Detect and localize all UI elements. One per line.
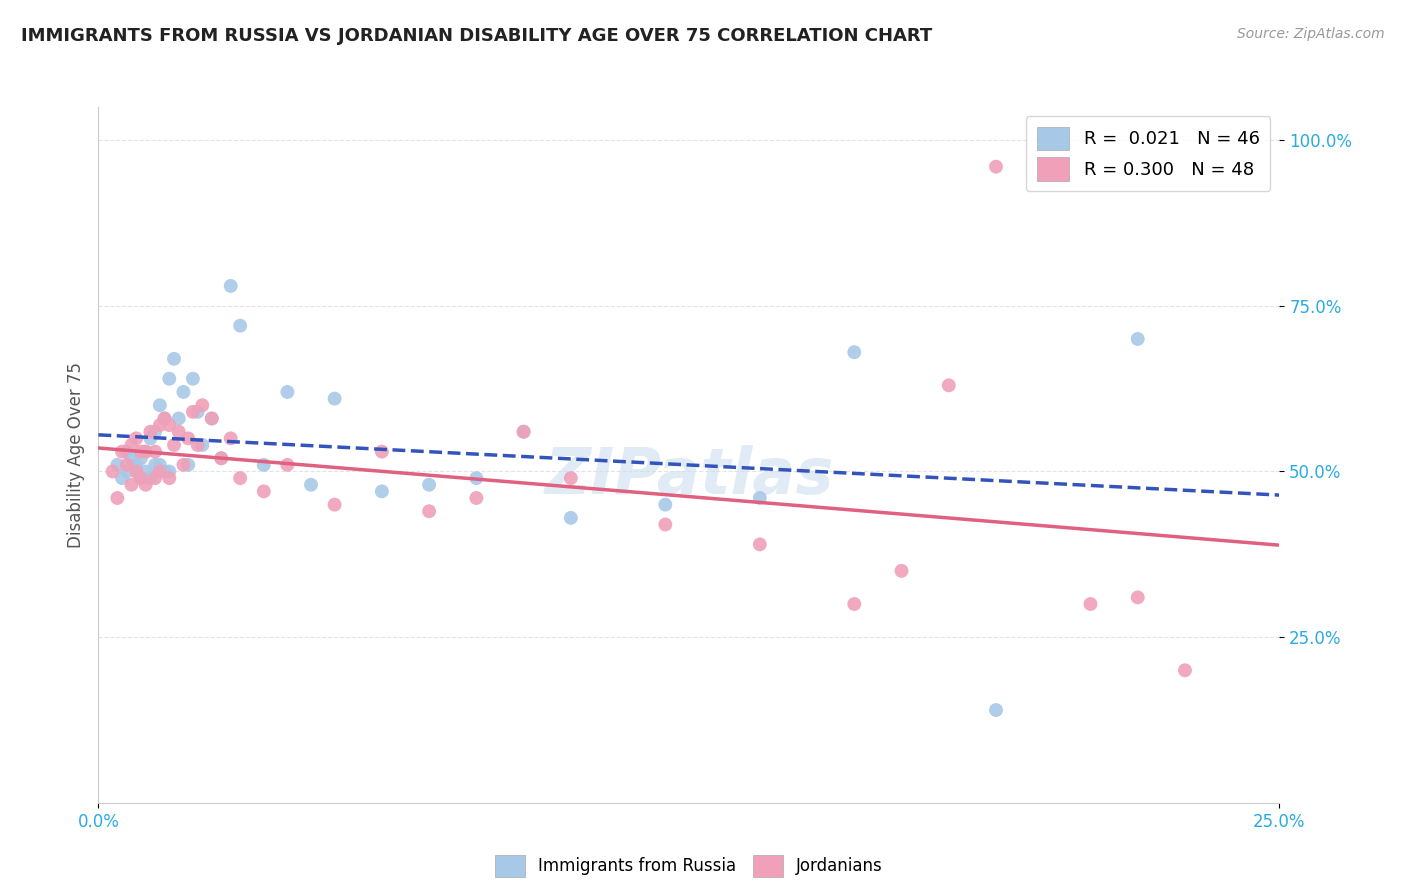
Point xyxy=(323,498,346,512)
Point xyxy=(299,477,322,491)
Point xyxy=(129,451,152,466)
Point xyxy=(371,484,394,499)
Point xyxy=(157,372,180,386)
Point xyxy=(844,345,866,359)
Point xyxy=(143,444,166,458)
Point xyxy=(890,564,912,578)
Point xyxy=(139,471,162,485)
Point xyxy=(101,465,124,479)
Point xyxy=(149,398,172,412)
Point xyxy=(143,458,166,472)
Point xyxy=(115,458,138,472)
Point xyxy=(135,444,157,458)
Point xyxy=(748,537,770,551)
Text: ZIPatlas: ZIPatlas xyxy=(544,445,834,507)
Point xyxy=(135,465,157,479)
Point xyxy=(149,465,172,479)
Point xyxy=(105,491,128,505)
Point xyxy=(125,431,148,445)
Point xyxy=(191,438,214,452)
Point xyxy=(465,471,488,485)
Point xyxy=(167,425,190,439)
Point xyxy=(153,411,176,425)
Point xyxy=(209,451,232,466)
Point xyxy=(121,477,143,491)
Point xyxy=(187,405,209,419)
Point xyxy=(135,444,157,458)
Point xyxy=(938,378,960,392)
Point xyxy=(187,438,209,452)
Point xyxy=(129,444,152,458)
Point xyxy=(121,438,143,452)
Point xyxy=(125,458,148,472)
Point xyxy=(219,431,242,445)
Point xyxy=(129,471,152,485)
Point xyxy=(125,465,148,479)
Point xyxy=(111,444,134,458)
Text: Source: ZipAtlas.com: Source: ZipAtlas.com xyxy=(1237,27,1385,41)
Point xyxy=(512,425,534,439)
Text: IMMIGRANTS FROM RUSSIA VS JORDANIAN DISABILITY AGE OVER 75 CORRELATION CHART: IMMIGRANTS FROM RUSSIA VS JORDANIAN DISA… xyxy=(21,27,932,45)
Point xyxy=(143,471,166,485)
Y-axis label: Disability Age Over 75: Disability Age Over 75 xyxy=(66,362,84,548)
Legend: Immigrants from Russia, Jordanians: Immigrants from Russia, Jordanians xyxy=(486,847,891,885)
Point xyxy=(111,471,134,485)
Point xyxy=(1080,597,1102,611)
Point xyxy=(157,418,180,433)
Point xyxy=(153,411,176,425)
Point xyxy=(418,504,440,518)
Point xyxy=(153,465,176,479)
Point xyxy=(181,372,204,386)
Point xyxy=(748,491,770,505)
Point xyxy=(172,384,194,399)
Point xyxy=(139,431,162,445)
Point xyxy=(276,458,298,472)
Point xyxy=(125,465,148,479)
Point xyxy=(209,451,232,466)
Point xyxy=(276,384,298,399)
Point xyxy=(371,444,394,458)
Point xyxy=(163,438,186,452)
Point xyxy=(1174,663,1197,677)
Point xyxy=(512,425,534,439)
Point xyxy=(219,279,242,293)
Point xyxy=(149,418,172,433)
Point xyxy=(121,451,143,466)
Point xyxy=(201,411,224,425)
Point xyxy=(143,425,166,439)
Point xyxy=(172,458,194,472)
Point xyxy=(135,477,157,491)
Point xyxy=(105,458,128,472)
Point xyxy=(177,458,200,472)
Point xyxy=(844,597,866,611)
Point xyxy=(654,498,676,512)
Point xyxy=(139,425,162,439)
Point xyxy=(560,471,582,485)
Point xyxy=(323,392,346,406)
Point xyxy=(1126,591,1149,605)
Point xyxy=(115,444,138,458)
Point xyxy=(167,411,190,425)
Point xyxy=(129,471,152,485)
Point xyxy=(253,458,276,472)
Point xyxy=(418,477,440,491)
Point xyxy=(177,431,200,445)
Point xyxy=(115,465,138,479)
Point xyxy=(465,491,488,505)
Point xyxy=(201,411,224,425)
Point xyxy=(229,471,252,485)
Point xyxy=(984,160,1007,174)
Point xyxy=(181,405,204,419)
Point xyxy=(157,465,180,479)
Point xyxy=(1126,332,1149,346)
Point xyxy=(157,471,180,485)
Point xyxy=(163,351,186,366)
Point xyxy=(253,484,276,499)
Point xyxy=(984,703,1007,717)
Point xyxy=(191,398,214,412)
Point xyxy=(229,318,252,333)
Point xyxy=(560,511,582,525)
Point xyxy=(149,458,172,472)
Point xyxy=(654,517,676,532)
